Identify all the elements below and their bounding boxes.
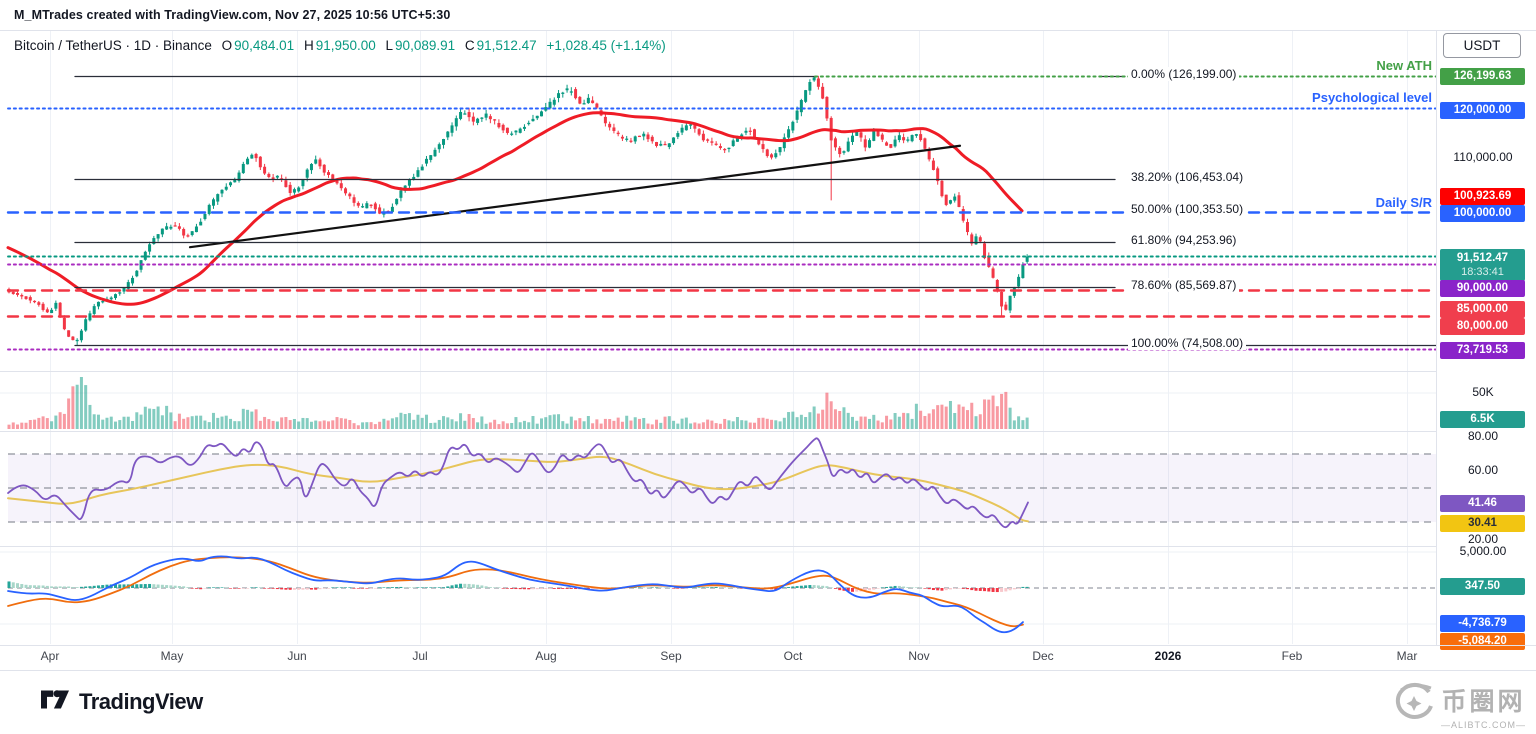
- attribution-text: M_MTrades created with TradingView.com, …: [14, 8, 451, 22]
- watermark-logo-icon: [1393, 680, 1435, 731]
- header-divider: [0, 30, 1536, 31]
- price-badge: 126,199.63: [1440, 67, 1525, 85]
- tradingview-logo[interactable]: TradingView: [40, 686, 203, 718]
- fib-level-label: 38.20% (106,453.04): [1128, 170, 1247, 184]
- time-label-jun: Jun: [287, 649, 307, 663]
- annotation-new-ath: New ATH: [1376, 58, 1432, 73]
- time-label-aug: Aug: [535, 649, 557, 663]
- time-label-oct: Oct: [783, 649, 803, 663]
- high-label: H: [303, 38, 314, 53]
- time-label-feb: Feb: [1281, 649, 1303, 663]
- time-label-mar: Mar: [1396, 649, 1418, 663]
- bar-countdown: 18:33:41: [1461, 266, 1504, 278]
- price-badge: -4,736.79: [1440, 614, 1525, 632]
- price-badge: 30.41: [1440, 514, 1525, 532]
- fib-level-label: 61.80% (94,253.96): [1128, 233, 1240, 247]
- price-badge: 120,000.00: [1440, 101, 1525, 119]
- watermark-site: —ALIBTC.COM—: [1440, 719, 1526, 730]
- price-badge: 100,923.69: [1440, 187, 1525, 205]
- time-label-nov: Nov: [908, 649, 930, 663]
- annotation-psychological-level: Psychological level: [1312, 90, 1432, 105]
- time-label-apr: Apr: [40, 649, 60, 663]
- close-value: 91,512.47: [476, 38, 537, 53]
- site-watermark: 币圈网 —ALIBTC.COM—: [1393, 680, 1526, 731]
- low-label: L: [385, 38, 394, 53]
- symbol-title: Bitcoin / TetherUS · 1D · Binance: [14, 38, 212, 53]
- ohlc-legend: Bitcoin / TetherUS · 1D · Binance O 90,48…: [14, 38, 672, 53]
- time-label-2026: 2026: [1154, 649, 1182, 663]
- price-badge: 6.5K: [1440, 410, 1525, 428]
- tradingview-wordmark: TradingView: [79, 689, 203, 714]
- price-badge: 41.46: [1440, 494, 1525, 512]
- open-value: 90,484.01: [234, 38, 295, 53]
- close-label: C: [464, 38, 475, 53]
- time-label-may: May: [160, 649, 184, 663]
- time-axis-divider: [0, 645, 1536, 646]
- axis-label: 110,000.00: [1453, 150, 1513, 164]
- high-value: 91,950.00: [315, 38, 376, 53]
- axis-label: 20.00: [1467, 532, 1499, 546]
- footer-divider: [0, 670, 1536, 671]
- price-badge: -5,084.20: [1440, 632, 1525, 650]
- open-label: O: [221, 38, 233, 53]
- change-value: +1,028.45 (+1.14%): [546, 38, 666, 53]
- price-badge: 90,000.00: [1440, 279, 1525, 297]
- low-value: 90,089.91: [395, 38, 456, 53]
- axis-label: 50K: [1472, 385, 1494, 399]
- fib-level-label: 0.00% (126,199.00): [1128, 67, 1240, 81]
- last-price-badge: 91,512.47 18:33:41: [1440, 249, 1525, 281]
- price-badge: 80,000.00: [1440, 317, 1525, 335]
- time-label-sep: Sep: [660, 649, 682, 663]
- watermark-name: 币圈网: [1441, 687, 1526, 716]
- price-badge: 85,000.00: [1440, 300, 1525, 318]
- axis-label: 60.00: [1467, 463, 1499, 477]
- fib-level-label: 100.00% (74,508.00): [1128, 336, 1247, 350]
- axis-label: 80.00: [1467, 429, 1499, 443]
- annotation-daily-s-r: Daily S/R: [1375, 195, 1432, 210]
- price-badge: 347.50: [1440, 577, 1525, 595]
- price-axis-divider: [1436, 30, 1437, 645]
- price-badge: 100,000.00: [1440, 204, 1525, 222]
- currency-toggle-button[interactable]: USDT: [1443, 33, 1521, 58]
- price-badge: 73,719.53: [1440, 341, 1525, 359]
- tradingview-logo-icon: [40, 686, 70, 718]
- fib-level-label: 50.00% (100,353.50): [1128, 202, 1247, 216]
- time-label-dec: Dec: [1032, 649, 1054, 663]
- time-label-jul: Jul: [412, 649, 428, 663]
- fib-level-label: 78.60% (85,569.87): [1128, 278, 1240, 292]
- axis-label: 5,000.00: [1459, 544, 1507, 558]
